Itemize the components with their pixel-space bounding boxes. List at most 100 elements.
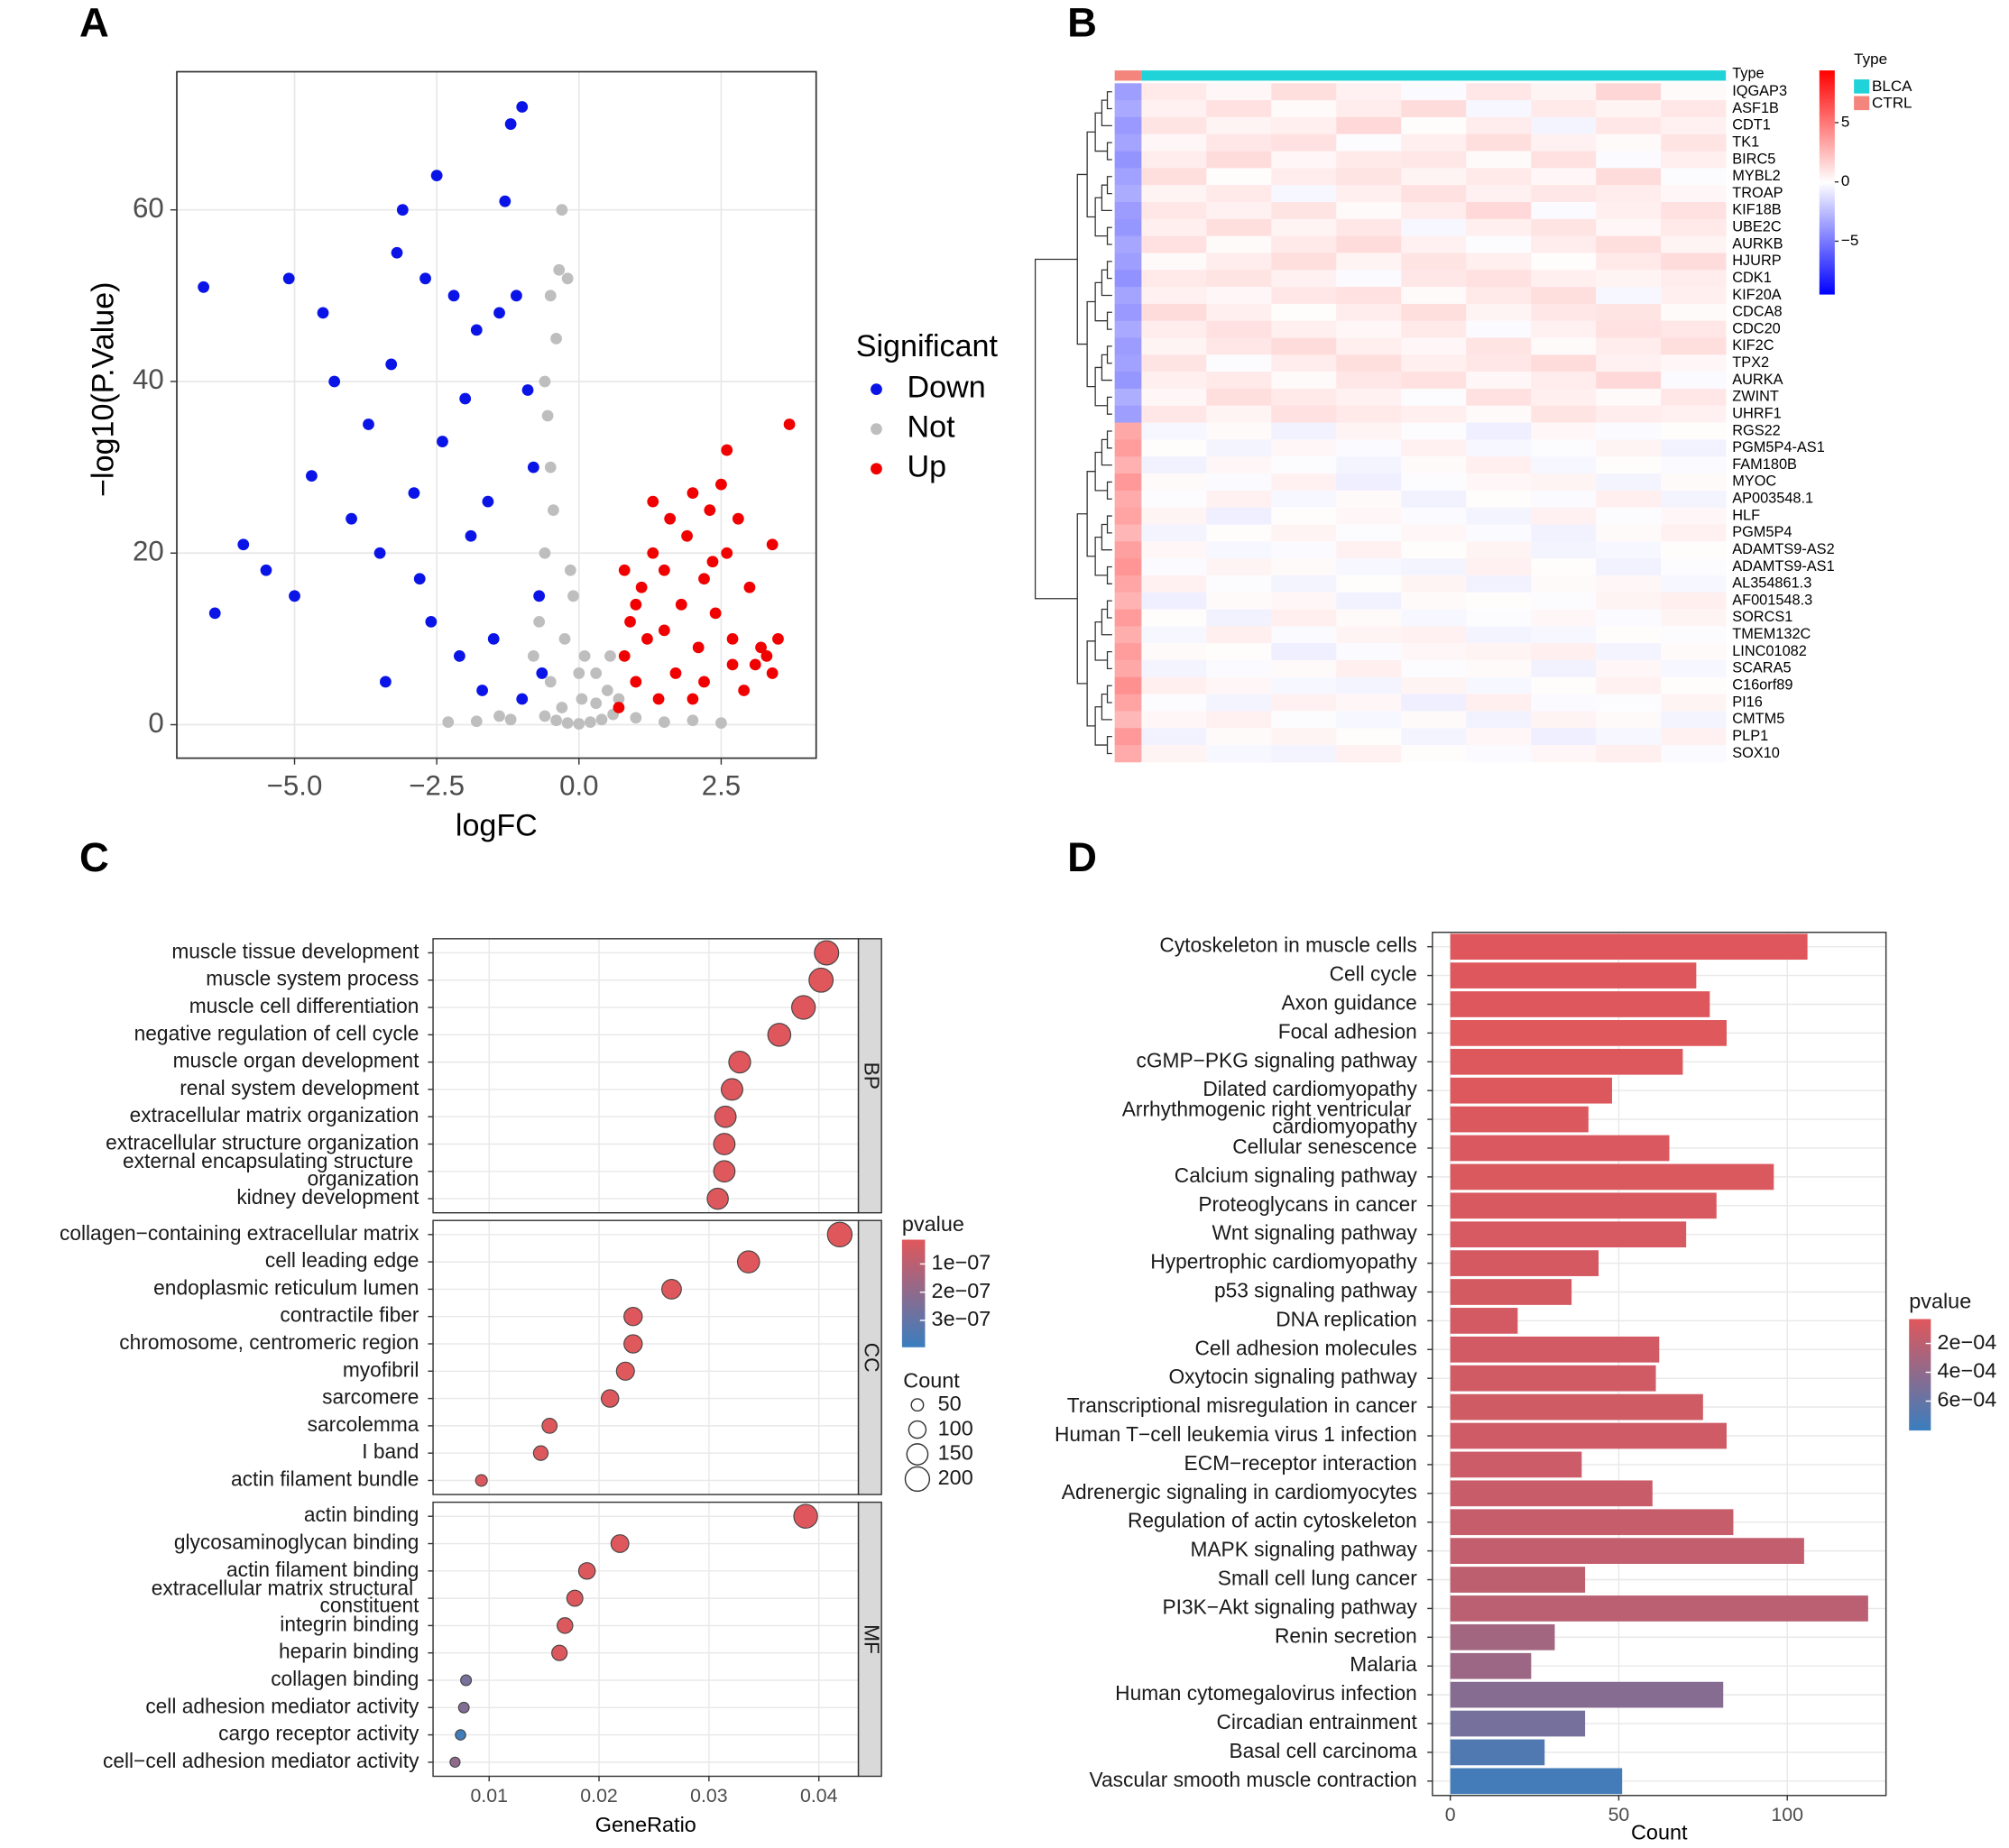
- bar: [1450, 1480, 1653, 1507]
- term-label: integrin binding: [280, 1612, 419, 1635]
- row-label: MYOC: [1732, 473, 1776, 490]
- heatmap-cell: [1206, 320, 1272, 338]
- row-label: HJURP: [1732, 253, 1782, 269]
- heatmap-cell: [1466, 133, 1532, 152]
- heatmap-cell: [1336, 676, 1402, 695]
- heatmap-cell: [1141, 303, 1207, 322]
- heatmap-cell: [1114, 201, 1142, 220]
- heatmap-cell: [1114, 303, 1142, 322]
- heatmap-cell: [1596, 303, 1662, 322]
- heatmap-cell: [1401, 524, 1467, 542]
- row-label: ASF1B: [1732, 100, 1779, 116]
- term-label: cell leading edge: [265, 1248, 419, 1272]
- category-label: MAPK signaling pathway: [1190, 1538, 1417, 1561]
- heatmap-cell: [1206, 405, 1272, 424]
- heatmap-cell: [1271, 133, 1337, 152]
- dot: [808, 967, 834, 993]
- panel-label: B: [1067, 0, 1097, 45]
- bar: [1450, 1509, 1734, 1536]
- heatmap-cell: [1114, 507, 1142, 525]
- heatmap-cell: [1596, 524, 1662, 542]
- heatmap-cell: [1401, 253, 1467, 271]
- bar: [1450, 1739, 1545, 1766]
- heatmap-cell: [1206, 185, 1272, 203]
- heatmap-cell: [1401, 507, 1467, 525]
- heatmap-cell: [1401, 659, 1467, 678]
- heatmap-cell: [1531, 354, 1597, 372]
- point: [738, 685, 751, 696]
- dendrogram-branch: [1076, 513, 1088, 685]
- bar: [1450, 1336, 1660, 1363]
- heatmap-cell: [1466, 507, 1532, 525]
- point: [504, 713, 517, 726]
- heatmap-cell: [1206, 422, 1272, 440]
- heatmap-cell: [1596, 116, 1662, 135]
- row-label: PLP1: [1732, 728, 1768, 744]
- dendrogram-branch: [1106, 91, 1112, 110]
- heatmap-cell: [1661, 659, 1727, 678]
- heatmap-cell: [1596, 270, 1662, 288]
- point: [385, 358, 398, 371]
- heatmap-cell: [1271, 337, 1337, 355]
- heatmap-cell: [1271, 745, 1337, 763]
- legend-title: Count: [903, 1368, 960, 1392]
- heatmap-cell: [1271, 100, 1337, 118]
- heatmap-cell: [1531, 728, 1597, 746]
- point: [208, 607, 221, 620]
- heatmap-cell: [1114, 185, 1142, 203]
- row-label: CMTM5: [1732, 711, 1784, 727]
- heatmap-cell: [1466, 218, 1532, 237]
- heatmap-cell: [1141, 609, 1207, 627]
- dot: [728, 1050, 751, 1074]
- point: [516, 101, 529, 113]
- heatmap-cell: [1336, 490, 1402, 509]
- category-label: p53 signaling pathway: [1214, 1279, 1417, 1302]
- dendrogram-branch: [1086, 471, 1096, 557]
- row-label: AL354861.3: [1732, 575, 1811, 592]
- point: [576, 693, 588, 705]
- row-label: ADAMTS9-AS2: [1732, 541, 1834, 557]
- point: [346, 512, 357, 525]
- point: [536, 667, 548, 679]
- point: [328, 375, 341, 388]
- heatmap-cell: [1661, 185, 1727, 203]
- heatmap-cell: [1114, 745, 1142, 763]
- heatmap-cell: [1206, 609, 1272, 627]
- heatmap-cell: [1661, 592, 1727, 610]
- heatmap-cell: [1336, 151, 1402, 169]
- point: [459, 392, 472, 405]
- heatmap-cell: [1141, 185, 1207, 203]
- dendrogram-branch: [1106, 176, 1112, 195]
- row-label: RGS22: [1732, 422, 1781, 438]
- term-label: cell adhesion mediator activity: [145, 1694, 419, 1717]
- term-label: kidney development: [236, 1185, 419, 1209]
- point: [260, 564, 272, 576]
- bar: [1450, 1048, 1683, 1075]
- heatmap-cell: [1661, 303, 1727, 322]
- point: [578, 650, 591, 662]
- heatmap-cell: [1271, 439, 1337, 457]
- row-label: TK1: [1732, 133, 1759, 150]
- heatmap-cell: [1531, 422, 1597, 440]
- heatmap-cell: [1114, 133, 1142, 152]
- heatmap-cell: [1114, 456, 1142, 474]
- heatmap-cell: [1466, 473, 1532, 492]
- term-label: endoplasmic reticulum lumen: [153, 1275, 419, 1299]
- heatmap-cell: [1401, 609, 1467, 627]
- dendrogram-branch: [1106, 430, 1112, 449]
- dot: [577, 1562, 596, 1580]
- heatmap-cell: [1596, 676, 1662, 695]
- point: [658, 716, 670, 729]
- heatmap-cell: [1206, 711, 1272, 729]
- row-label: PGM5P4-AS1: [1732, 439, 1825, 455]
- dot: [826, 1221, 853, 1248]
- legend-label: CTRL: [1872, 95, 1912, 112]
- heatmap-cell: [1661, 626, 1727, 644]
- row-label: UHRF1: [1732, 405, 1781, 421]
- point: [709, 607, 722, 620]
- heatmap-cell: [1271, 643, 1337, 661]
- heatmap-cell: [1141, 694, 1207, 712]
- point: [590, 697, 603, 710]
- dendrogram-branch: [1106, 345, 1112, 364]
- heatmap-cell: [1401, 676, 1467, 695]
